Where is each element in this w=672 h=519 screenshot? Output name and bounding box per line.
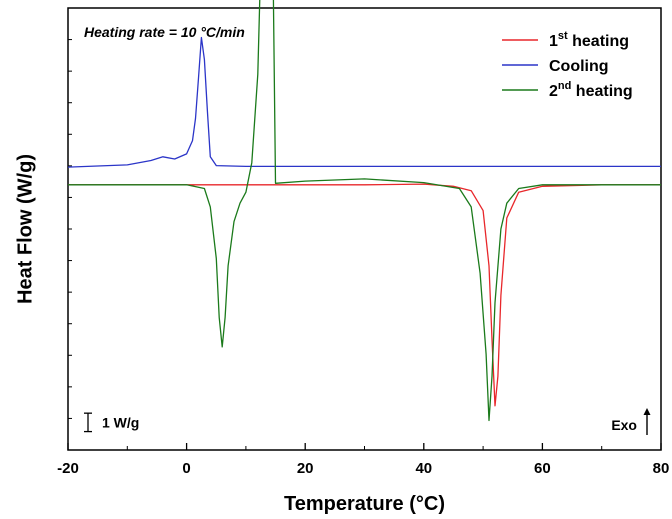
legend-label: 2nd heating [549, 80, 633, 100]
x-axis-ticks: -20 0 20 40 60 80 [57, 443, 669, 477]
series-line-3 [68, 0, 661, 422]
x-tick-label: 20 [297, 460, 314, 477]
x-tick-label: 60 [534, 460, 551, 477]
exo-indicator: Exo [611, 408, 651, 435]
legend-label: Cooling [549, 58, 609, 75]
scale-bar: 1 W/g [84, 412, 139, 433]
x-tick-label: 0 [182, 460, 190, 477]
heating-rate-annotation: Heating rate = 10 °C/min [84, 24, 245, 40]
series-line-2 [67, 36, 661, 168]
y-axis-label: Heat Flow (W/g) [14, 154, 36, 304]
x-tick-label: -20 [57, 460, 79, 477]
legend: 1st heating Cooling 2nd heating [502, 30, 633, 100]
arrow-head-icon [643, 408, 651, 415]
y-axis-ticks [68, 39, 72, 419]
series-lines [67, 0, 661, 422]
series-line-1 [68, 183, 661, 407]
x-axis-label: Temperature (°C) [284, 493, 445, 515]
x-tick-label: 40 [415, 460, 432, 477]
legend-label: 1st heating [549, 30, 629, 50]
scale-bar-label: 1 W/g [102, 414, 139, 430]
exo-label: Exo [611, 417, 637, 433]
x-tick-label: 80 [653, 460, 670, 477]
